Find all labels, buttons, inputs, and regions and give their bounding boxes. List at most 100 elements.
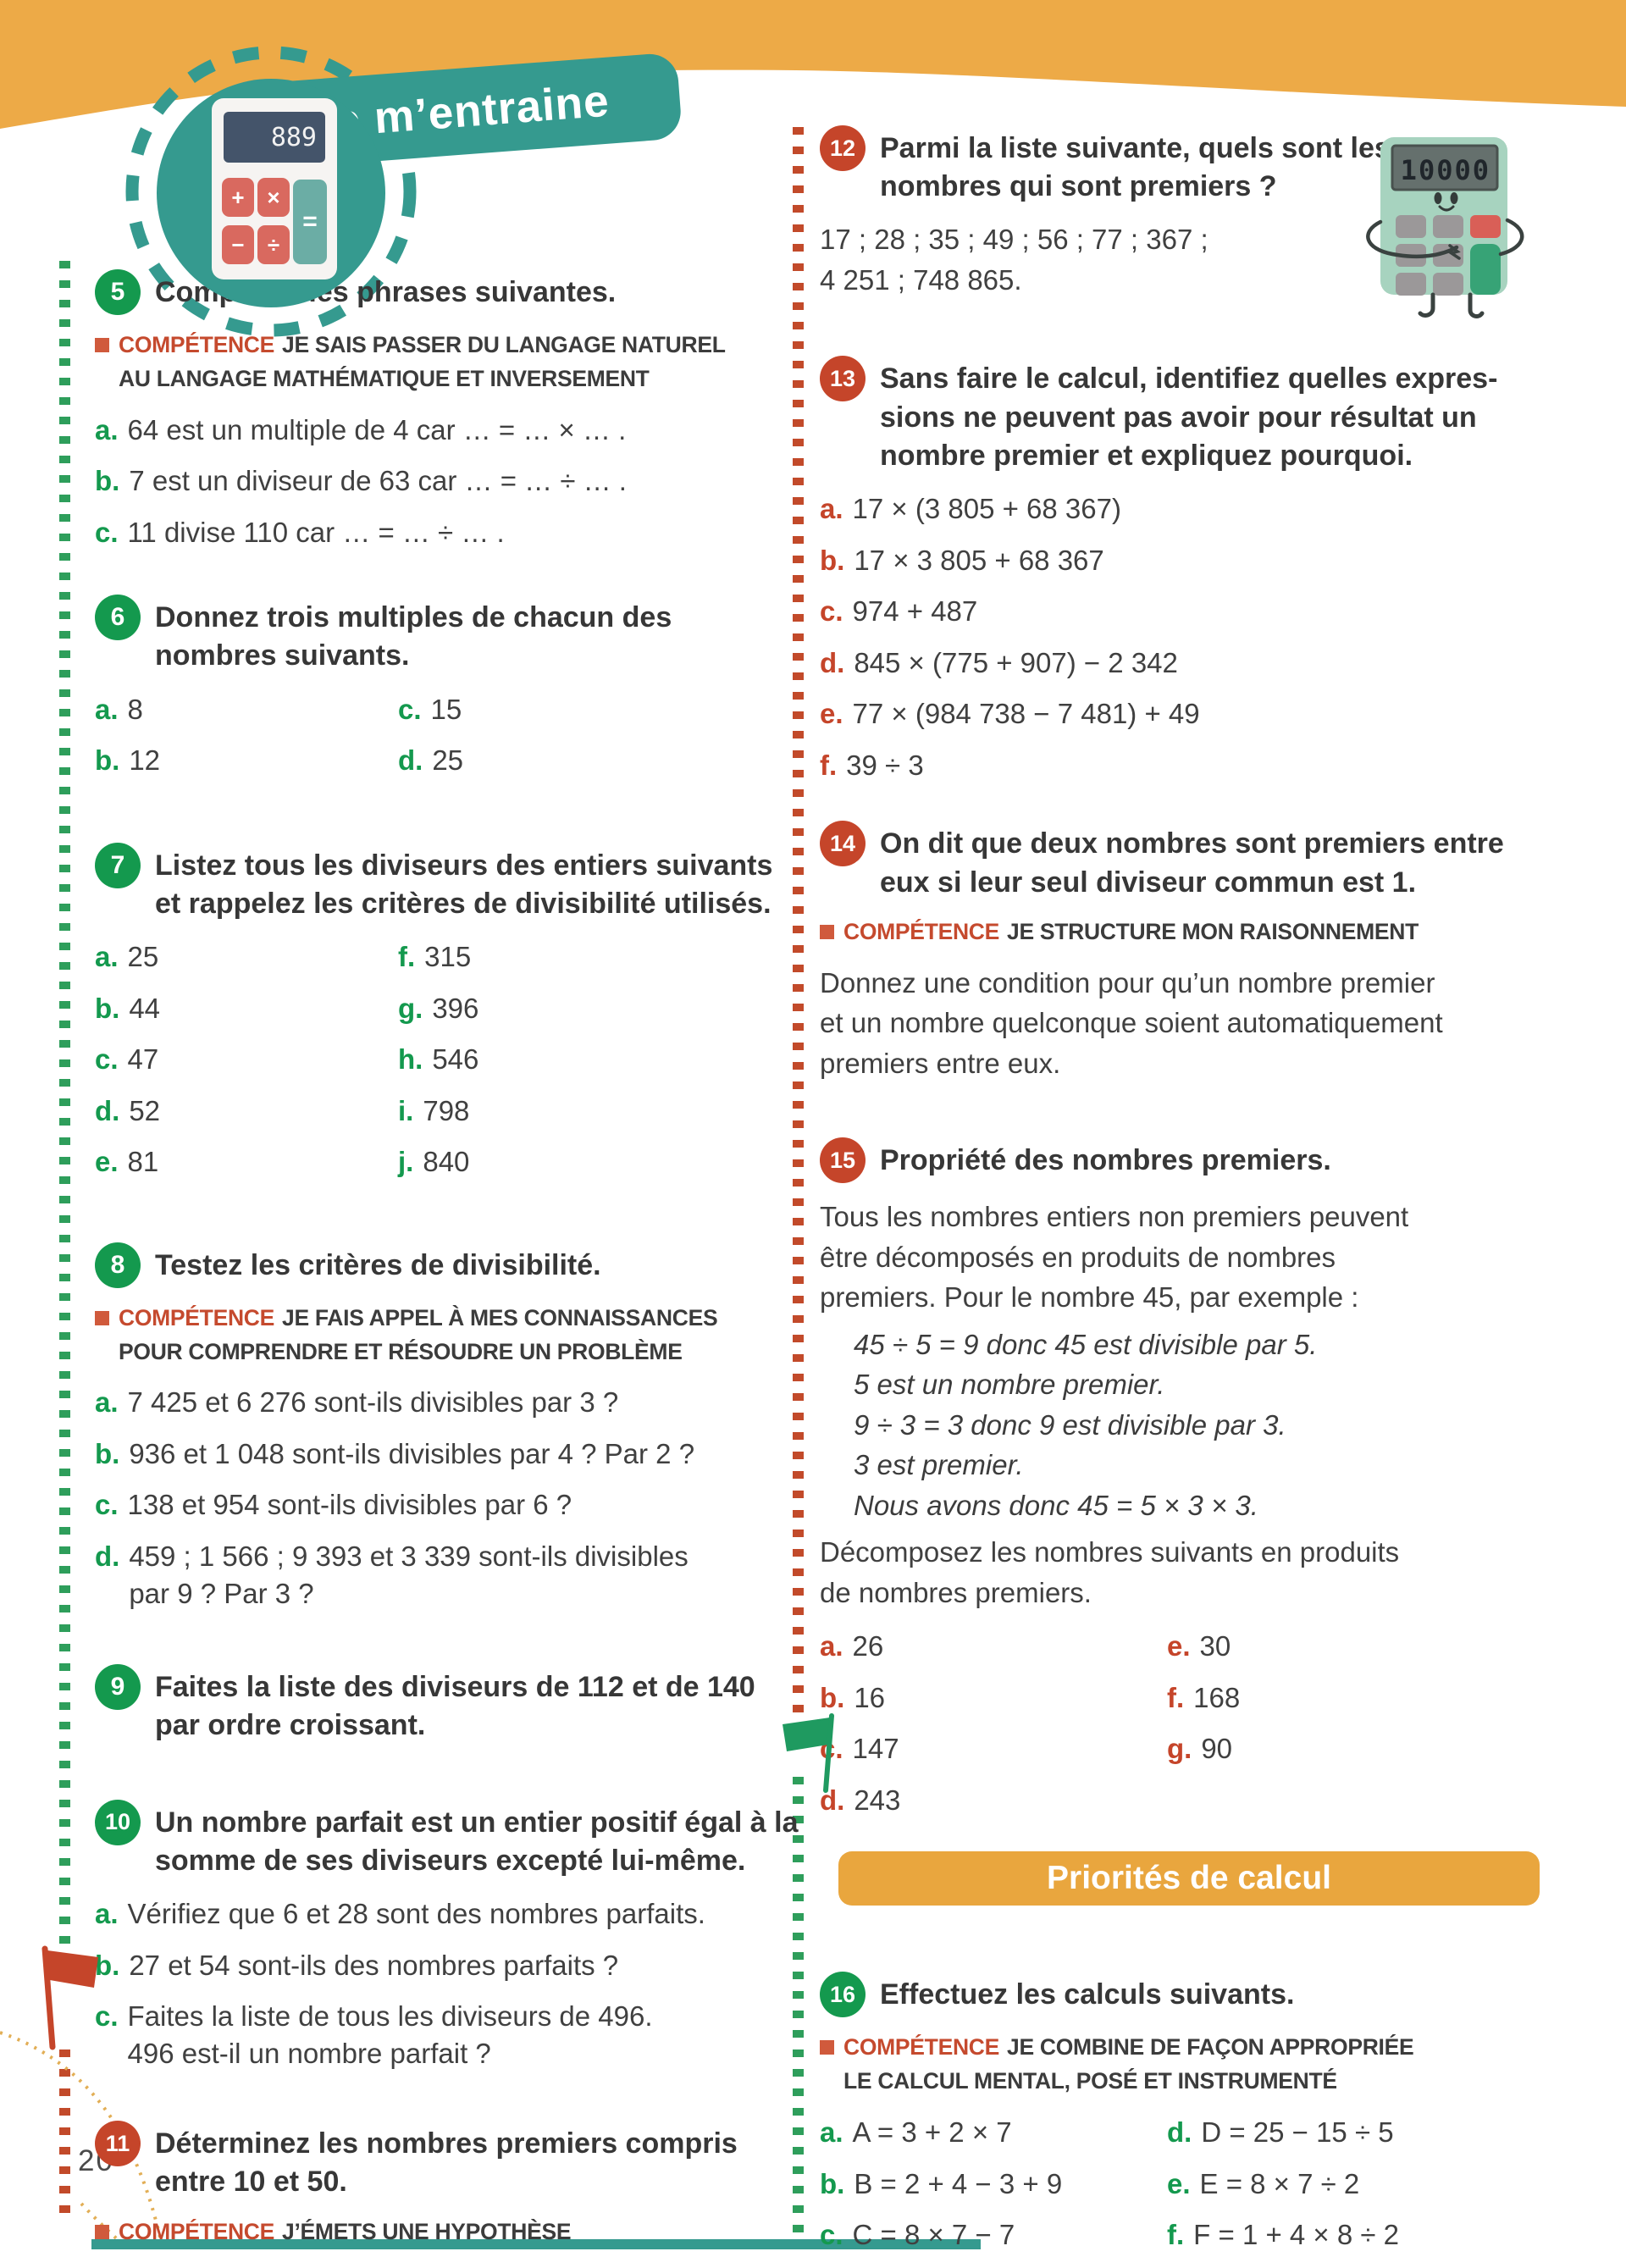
- exercise-number-badge: 11: [95, 2121, 141, 2167]
- exercise-paragraph: Donnez une condition pour qu’un nombre p…: [820, 966, 1443, 1079]
- list-item: d. 52: [95, 1093, 398, 1130]
- subsection-banner: Priorités de calcul: [838, 1851, 1540, 1906]
- item-text: 798: [423, 1094, 470, 1126]
- item-text: 77 × (984 738 − 7 481) + 49: [852, 698, 1200, 730]
- competence-note: COMPÉTENCE JE STRUCTURE MON RAISONNEMENT: [820, 915, 1541, 949]
- item-text: 81: [127, 1146, 159, 1178]
- bottom-divider-bar: [91, 2239, 981, 2249]
- competence-text: JE SAIS PASSER DU LANGAGE NATUREL: [282, 332, 726, 357]
- plus-button-icon: +: [222, 178, 254, 217]
- item-text: F = 1 + 4 × 8 ÷ 2: [1193, 2219, 1400, 2251]
- example-line: 3 est premier.: [854, 1449, 1024, 1481]
- left-guide-line-red: [59, 2049, 70, 2215]
- list-item: c. C = 8 × 7 − 7: [820, 2216, 1167, 2254]
- exercise-13: 13 Sans faire le calcul, identifiez quel…: [820, 356, 1541, 783]
- item-text: 25: [127, 941, 159, 973]
- item-text: B = 2 + 4 − 3 + 9: [854, 2167, 1063, 2199]
- number-list-line2: 4 251 ; 748 865.: [820, 263, 1022, 296]
- worked-example: 45 ÷ 5 = 9 donc 45 est divisible par 5. …: [854, 1325, 1541, 1526]
- list-item: a. 17 × (3 805 + 68 367): [820, 490, 1541, 528]
- item-letter: h.: [398, 1043, 423, 1076]
- list-item: b. 16: [820, 1679, 1167, 1717]
- item-letter: f.: [820, 749, 838, 781]
- item-grid: a. 26 e. 30 b. 16 f. 168 c. 147 g. 90 d. 243: [820, 1628, 1541, 1833]
- list-item: j. 840: [398, 1143, 799, 1181]
- list-item: d. 459 ; 1 566 ; 9 393 et 3 339 sont-ils …: [95, 1538, 799, 1612]
- subsection-title: Priorités de calcul: [1047, 1860, 1331, 1897]
- center-guide-line-red: [793, 127, 804, 1719]
- item-letter: f.: [1167, 2219, 1185, 2251]
- item-letter: c.: [95, 1489, 119, 1521]
- exercise-title: Un nombre parfait est un entier positif …: [155, 1806, 799, 1877]
- list-item: e. 30: [1167, 1628, 1541, 1665]
- item-letter: b.: [820, 1681, 845, 1713]
- item-text: 90: [1201, 1733, 1233, 1765]
- list-item: h. 546: [398, 1041, 799, 1078]
- competence-note: COMPÉTENCE JE SAIS PASSER DU LANGAGE NATU…: [95, 329, 799, 396]
- list-item: a. A = 3 + 2 × 7: [820, 2114, 1167, 2151]
- exercise-title: Déterminez les nombres premiers compris …: [155, 2127, 738, 2199]
- competence-note: COMPÉTENCE JE COMBINE DE FAÇON APPROPRIÉE…: [820, 2031, 1541, 2099]
- exercise-7: 7 Listez tous les diviseurs des entiers …: [95, 842, 799, 1195]
- competence-text: JE COMBINE DE FAÇON APPROPRIÉE: [1007, 2034, 1414, 2061]
- list-item: d. 25: [398, 742, 799, 779]
- example-line: Nous avons donc 45 = 5 × 3 × 3.: [854, 1489, 1258, 1521]
- item-letter: g.: [1167, 1733, 1192, 1765]
- center-guide-line-green: [793, 1777, 804, 2238]
- item-text-line2: par 9 ? Par 3 ?: [129, 1577, 314, 1609]
- competence-label: COMPÉTENCE: [119, 1304, 274, 1330]
- exercise-number-badge: 7: [95, 842, 141, 888]
- exercise-14: 14 On dit que deux nombres sont premiers…: [820, 821, 1541, 1083]
- item-grid: a. A = 3 + 2 × 7 d. D = 25 − 15 ÷ 5 b. B = …: [820, 2114, 1541, 2268]
- calculator-icon: 889 + × − ÷ =: [212, 98, 337, 279]
- exercise-number-badge: 14: [820, 821, 866, 867]
- list-item: f. F = 1 + 4 × 8 ÷ 2: [1167, 2216, 1541, 2254]
- list-item: c. 138 et 954 sont-ils divisibles par 6 ?: [95, 1486, 799, 1524]
- item-letter: d.: [820, 646, 845, 678]
- red-flag-icon: [41, 1945, 98, 2050]
- item-letter: b.: [95, 1949, 120, 1981]
- exercise-intro: Tous les nombres entiers non premiers pe…: [820, 1201, 1409, 1314]
- item-text: 11 divise 110 car … = … ÷ … .: [127, 516, 505, 548]
- list-item: a. 8: [95, 691, 398, 728]
- item-letter: b.: [820, 2167, 845, 2199]
- item-text: 546: [432, 1043, 479, 1076]
- exercise-header: 15 Propriété des nombres premiers.: [820, 1137, 1541, 1184]
- item-text: 47: [127, 1043, 159, 1076]
- exercise-header: 10 Un nombre parfait est un entier posit…: [95, 1799, 799, 1880]
- exercise-title: Parmi la liste suivante, quels sont les …: [880, 132, 1391, 203]
- item-text: 845 × (775 + 907) − 2 342: [854, 646, 1178, 678]
- competence-text: J’ÉMETS UNE HYPOTHÈSE: [282, 2218, 572, 2244]
- item-letter: g.: [398, 992, 423, 1024]
- exercise-title: Sans faire le calcul, identifiez quelles…: [880, 362, 1498, 472]
- left-guide-line-green: [59, 261, 70, 1950]
- item-letter: c.: [820, 2219, 843, 2251]
- item-letter: b.: [95, 744, 120, 777]
- list-item: c. 11 divise 110 car … = … ÷ … .: [95, 514, 799, 551]
- list-item: f. 315: [398, 938, 799, 976]
- right-column: 12 Parmi la liste suivante, quels sont l…: [820, 125, 1541, 2268]
- item-letter: e.: [1167, 1630, 1191, 1662]
- competence-text: JE FAIS APPEL À MES CONNAISSANCES: [282, 1304, 718, 1330]
- competence-bullet-icon: [95, 1310, 109, 1325]
- item-letter: d.: [1167, 2116, 1192, 2148]
- item-letter: f.: [398, 941, 416, 973]
- competence-label: COMPÉTENCE: [843, 918, 999, 944]
- item-text: E = 8 × 7 ÷ 2: [1199, 2167, 1360, 2199]
- item-text: 26: [852, 1630, 884, 1662]
- list-item: g. 90: [1167, 1730, 1541, 1767]
- item-text: 27 et 54 sont-ils des nombres parfaits ?: [129, 1949, 619, 1981]
- item-letter: b.: [95, 465, 120, 497]
- item-text: 396: [432, 992, 479, 1024]
- exercise-title: Effectuez les calculs suivants.: [880, 1978, 1295, 2011]
- item-text: 138 et 954 sont-ils divisibles par 6 ?: [127, 1489, 572, 1521]
- exercise-16: 16 Effectuez les calculs suivants. COMPÉ…: [820, 1972, 1541, 2267]
- item-letter: d.: [398, 744, 423, 777]
- item-letter: b.: [95, 1437, 120, 1469]
- exercise-6: 6 Donnez trois multiples de chacun des n…: [95, 595, 799, 794]
- exercise-number-badge: 8: [95, 1242, 141, 1288]
- divide-button-icon: ÷: [257, 225, 290, 264]
- item-text: 8: [127, 693, 143, 725]
- item-text: 147: [852, 1733, 899, 1765]
- item-text: 459 ; 1 566 ; 9 393 et 3 339 sont-ils di…: [129, 1538, 799, 1612]
